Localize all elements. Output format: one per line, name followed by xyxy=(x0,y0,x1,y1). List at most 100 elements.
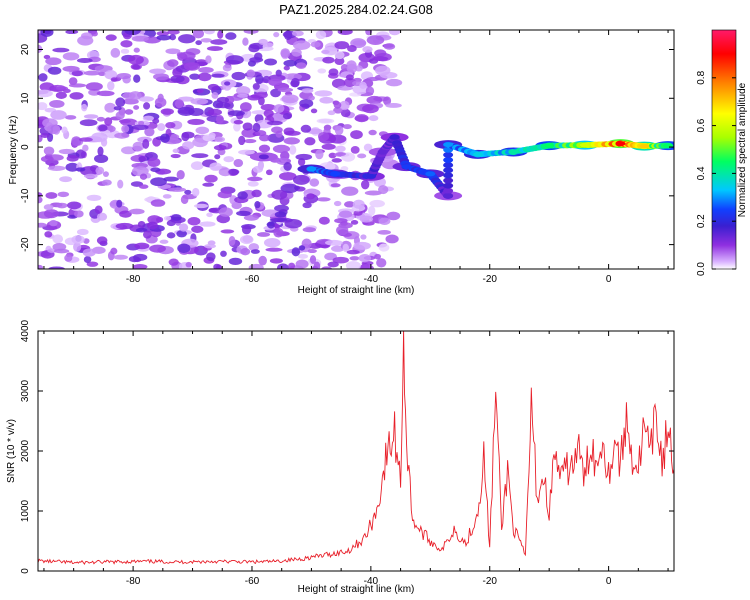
signal-peak xyxy=(377,149,388,155)
heatmap-noise-cell xyxy=(217,191,232,199)
heatmap-noise-cell xyxy=(55,86,69,91)
heatmap-noise-cell xyxy=(263,42,274,48)
heatmap-noise-cell xyxy=(274,211,287,218)
heatmap-noise-cell xyxy=(374,49,387,57)
signal-peak xyxy=(401,164,412,170)
heatmap-noise-cell xyxy=(110,47,121,58)
heatmap-noise-cell xyxy=(273,227,284,238)
heatmap-noise-cell xyxy=(184,62,201,71)
heatmap-noise-cell xyxy=(374,253,381,260)
heatmap-noise-cell xyxy=(160,108,174,115)
heatmap-noise-cell xyxy=(247,181,259,187)
heatmap-noise-cell xyxy=(168,258,179,266)
colorbar-ticks: 0.0 0.2 0.4 0.6 0.8 xyxy=(696,70,736,276)
heatmap-noise-cell xyxy=(139,173,148,180)
heatmap-noise-cell xyxy=(218,167,232,177)
x-tick-label: -40 xyxy=(364,576,379,587)
heatmap-noise-cell xyxy=(295,153,313,161)
heatmap-noise-cell xyxy=(43,146,55,156)
heatmap-noise-cell xyxy=(383,96,392,106)
x-tick-label: -60 xyxy=(245,274,260,285)
heatmap-noise-cell xyxy=(206,212,213,218)
heatmap-noise-cell xyxy=(115,97,126,108)
heatmap-noise-cell xyxy=(191,153,209,159)
heatmap-noise-cell xyxy=(333,200,342,207)
heatmap-noise-cell xyxy=(132,124,149,131)
heatmap-noise-cell xyxy=(385,78,403,87)
heatmap-noise-cell xyxy=(166,220,176,227)
heatmap-noise-cell xyxy=(233,122,241,132)
heatmap-noise-cell xyxy=(306,193,315,200)
signal-peak xyxy=(425,171,436,177)
heatmap-noise-cell xyxy=(264,58,278,66)
signal-peak xyxy=(389,134,400,140)
heatmap-noise-cell xyxy=(238,135,246,146)
signal-cell xyxy=(443,187,454,194)
heatmap-noise-cell xyxy=(213,144,227,151)
heatmap-noise-cell xyxy=(354,114,369,123)
y-tick-label: 3000 xyxy=(20,379,31,402)
heatmap-noise-cell xyxy=(309,255,317,264)
heatmap-noise-cell xyxy=(113,106,122,111)
heatmap-noise-cell xyxy=(43,209,59,219)
spectrogram-panel: -80 -60 -40 -20 0 -20 -10 0 10 20 Height of stra… xyxy=(8,29,675,296)
heatmap-noise-cell xyxy=(236,210,251,217)
heatmap-noise-cell xyxy=(133,74,141,83)
heatmap-noise-cell xyxy=(170,75,185,83)
heatmap-noise-cell xyxy=(120,48,130,54)
heatmap-noise-cell xyxy=(69,92,84,100)
colorbar-tick-label: 0.4 xyxy=(696,166,707,180)
heatmap-noise-cell xyxy=(178,223,189,232)
heatmap-noise-cell xyxy=(167,59,179,67)
heatmap-noise-cell xyxy=(204,244,217,249)
heatmap-noise-cell xyxy=(220,229,235,234)
heatmap-noise-cell xyxy=(337,30,353,35)
heatmap-noise-cell xyxy=(318,118,332,123)
heatmap-noise-cell xyxy=(360,234,367,240)
heatmap-noise-cell xyxy=(368,115,379,122)
heatmap-noise-cell xyxy=(328,68,339,76)
heatmap-noise-cell xyxy=(237,191,248,200)
heatmap-noise-cell xyxy=(383,43,396,50)
heatmap-noise-cell xyxy=(184,189,192,195)
heatmap-noise-cell xyxy=(241,225,252,235)
heatmap-noise-cell xyxy=(265,169,273,176)
heatmap-noise-cell xyxy=(156,34,172,41)
heatmap-noise-cell xyxy=(138,155,146,162)
heatmap-noise-cell xyxy=(240,102,252,112)
heatmap-noise-cell xyxy=(273,31,280,38)
colorbar-label: Normalized spectral amplitude xyxy=(737,82,748,217)
heatmap-noise-cell xyxy=(149,68,166,75)
heatmap-noise-cell xyxy=(195,126,210,135)
heatmap-noise-cell xyxy=(332,256,349,264)
heatmap-noise-cell xyxy=(187,118,205,125)
heatmap-noise-cell xyxy=(366,76,381,82)
heatmap-noise-cell xyxy=(96,236,108,245)
heatmap-noise-cell xyxy=(132,64,141,70)
heatmap-noise-cell xyxy=(304,137,316,146)
heatmap-noise-cell xyxy=(290,77,300,88)
heatmap-noise-cell xyxy=(378,217,391,225)
heatmap-noise-cell xyxy=(346,249,360,255)
heatmap-noise-cell xyxy=(289,145,297,155)
signal-cell xyxy=(443,167,454,174)
heatmap-noise-cell xyxy=(134,242,150,250)
heatmap-noise-cell xyxy=(110,247,118,255)
heatmap-noise-cell xyxy=(163,215,172,221)
heatmap-noise-cell xyxy=(174,99,184,109)
y-tick-label: 4000 xyxy=(20,319,31,342)
heatmap-noise-cell xyxy=(300,124,312,133)
heatmap-noise-cell xyxy=(86,261,99,267)
heatmap-noise-cell xyxy=(157,93,164,103)
spectrogram-x-ticks: -80 -60 -40 -20 0 xyxy=(43,30,669,285)
heatmap-noise-cell xyxy=(358,264,375,269)
heatmap-noise-cell xyxy=(94,154,109,163)
heatmap-noise-cell xyxy=(206,252,216,262)
signal-peak xyxy=(615,141,626,147)
heatmap-noise-cell xyxy=(317,68,327,74)
heatmap-noise-cell xyxy=(197,72,212,82)
heatmap-noise-cell xyxy=(150,167,161,173)
heatmap-noise-cell xyxy=(335,145,346,153)
heatmap-noise-cell xyxy=(258,255,267,266)
heatmap-noise-cell xyxy=(96,212,108,221)
